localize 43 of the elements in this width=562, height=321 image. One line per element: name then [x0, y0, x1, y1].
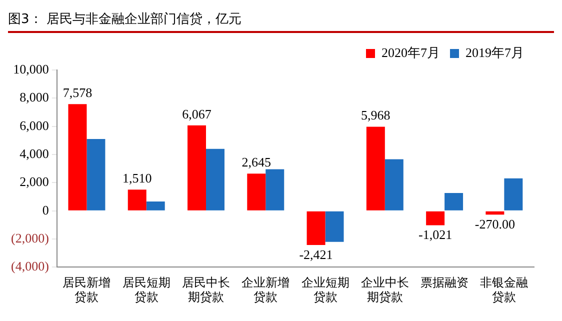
bar: [444, 192, 464, 210]
bar: [426, 211, 445, 226]
data-label: 5,968: [361, 108, 390, 123]
x-tick-label: 居民中长期贷款: [182, 276, 230, 304]
data-label: -1,021: [418, 227, 452, 242]
bar: [306, 211, 326, 245]
bar: [325, 211, 344, 242]
y-tick-label: (2,000): [10, 230, 49, 246]
legend-label: 2020年7月: [382, 44, 440, 60]
x-tick-label: 企业中长期贷款: [360, 276, 409, 304]
bar: [146, 202, 165, 210]
y-tick-label: 6,000: [20, 118, 49, 133]
bar: [504, 178, 523, 210]
bar: [188, 125, 206, 210]
bar: [366, 126, 385, 210]
bar: [266, 169, 284, 210]
data-label: -270.00: [474, 216, 515, 232]
bar: [128, 190, 146, 210]
bar: [86, 139, 106, 210]
y-tick-label: 4,000: [20, 146, 49, 161]
y-tick-label: 2,000: [20, 174, 49, 190]
x-tick-label: 居民新增贷款: [62, 276, 111, 304]
bar: [206, 148, 224, 210]
x-tick-label: 企业短期贷款: [301, 276, 350, 304]
y-tick-label: 8,000: [20, 90, 49, 105]
x-tick-label: 企业新增贷款: [242, 276, 290, 304]
chart-title: 图3： 居民与非金融企业部门信贷，亿元: [8, 8, 554, 33]
data-label: -2,421: [299, 246, 333, 262]
data-label: 2,645: [242, 154, 272, 170]
data-label: 1,510: [122, 170, 152, 186]
data-label: 6,067: [182, 106, 212, 122]
y-tick-label: 0: [42, 202, 49, 218]
x-tick-label: 居民短期贷款: [122, 276, 170, 304]
data-label: 7,578: [62, 85, 92, 100]
x-tick-label: 非银金融贷款: [480, 276, 528, 304]
x-tick-label: 票据融资: [420, 276, 469, 290]
bar: [486, 211, 504, 215]
y-tick-label: (4,000): [10, 258, 49, 274]
bar: [68, 104, 87, 210]
legend-label: 2019年7月: [466, 44, 524, 60]
y-tick-label: 10,000: [13, 61, 49, 76]
bar: [247, 174, 266, 210]
bar: [384, 159, 404, 210]
